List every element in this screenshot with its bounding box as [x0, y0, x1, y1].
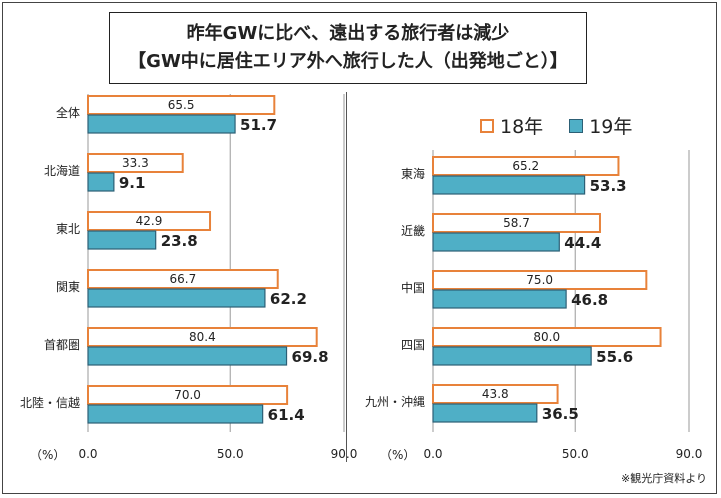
source-note: ※観光庁資料より — [621, 472, 707, 485]
left-bar-19-3 — [87, 288, 266, 308]
left-category-label-0: 全体 — [56, 105, 80, 120]
legend-item-18: 18年 — [480, 112, 543, 139]
legend-swatch-18 — [480, 118, 494, 133]
left-data-label-18-0: 65.5 — [168, 98, 195, 112]
left-x-tick-label-1: 50.0 — [217, 447, 244, 461]
title-box: 昨年GWに比べ、遠出する旅行者は減少 【GW中に居住エリア外へ旅行した人（出発地… — [109, 12, 587, 84]
right-x-tick-label-1: 50.0 — [562, 447, 589, 461]
left-data-label-18-5: 70.0 — [174, 388, 201, 402]
right-bar-18-1 — [432, 213, 601, 233]
right-category-label-4: 九州・沖縄 — [365, 394, 425, 409]
right-category-label-0: 東海 — [401, 166, 425, 181]
right-bar-19-4 — [432, 403, 538, 423]
legend-label-19: 19年 — [589, 116, 633, 138]
right-x-tick-label-0: 0.0 — [423, 447, 442, 461]
left-bar-18-3 — [87, 269, 279, 289]
unit-label-right: （%） — [380, 448, 416, 462]
right-bar-19-3 — [432, 346, 592, 366]
left-x-tick-label-0: 0.0 — [78, 447, 97, 461]
legend-label-18: 18年 — [500, 116, 544, 138]
unit-label-left: （%） — [30, 448, 66, 462]
left-category-label-4: 首都圏 — [44, 338, 80, 352]
legend-swatch-19 — [569, 118, 584, 133]
left-data-label-19-2: 23.8 — [161, 232, 198, 250]
left-data-label-18-4: 80.4 — [189, 330, 216, 344]
left-bar-19-1 — [87, 172, 115, 192]
left-x-tick-label-2: 90.0 — [331, 447, 358, 461]
right-bar-19-1 — [432, 232, 560, 252]
right-data-label-18-4: 43.8 — [482, 387, 509, 401]
left-bar-19-0 — [87, 114, 236, 134]
left-bar-19-4 — [87, 346, 288, 366]
left-data-label-19-3: 62.2 — [270, 290, 307, 308]
left-data-label-18-3: 66.7 — [170, 272, 197, 286]
right-data-label-19-2: 46.8 — [571, 291, 608, 309]
right-bar-19-0 — [432, 175, 586, 195]
left-data-label-19-5: 61.4 — [268, 406, 305, 424]
left-bar-18-2 — [87, 211, 212, 231]
right-data-label-18-0: 65.2 — [512, 159, 539, 173]
left-data-label-19-0: 51.7 — [240, 116, 277, 134]
right-data-label-19-4: 36.5 — [542, 405, 579, 423]
right-bar-19-2 — [432, 289, 567, 309]
panel-divider — [346, 92, 347, 462]
left-data-label-18-2: 42.9 — [136, 214, 163, 228]
right-data-label-19-0: 53.3 — [590, 177, 627, 195]
left-bar-18-1 — [87, 153, 184, 173]
left-category-label-3: 関東 — [56, 280, 80, 294]
left-bar-19-5 — [87, 404, 264, 424]
right-bar-18-4 — [432, 384, 559, 404]
legend: 18年 19年 — [480, 112, 632, 139]
left-bar-19-2 — [87, 230, 157, 250]
legend-item-19: 19年 — [569, 112, 632, 139]
right-data-label-18-3: 80.0 — [533, 330, 560, 344]
right-bar-18-3 — [432, 327, 662, 347]
left-data-label-19-4: 69.8 — [292, 348, 329, 366]
left-data-label-18-1: 33.3 — [122, 156, 149, 170]
left-category-label-1: 北海道 — [44, 163, 80, 178]
right-data-label-18-1: 58.7 — [503, 216, 530, 230]
left-data-label-19-1: 9.1 — [119, 174, 146, 192]
right-data-label-19-3: 55.6 — [596, 348, 633, 366]
left-bar-18-0 — [87, 95, 276, 115]
right-bar-18-0 — [432, 156, 620, 176]
right-data-label-18-2: 75.0 — [526, 273, 553, 287]
left-category-label-2: 東北 — [56, 222, 80, 236]
right-data-label-19-1: 44.4 — [564, 234, 601, 252]
right-category-label-1: 近畿 — [401, 224, 425, 238]
right-category-label-3: 四国 — [401, 338, 425, 352]
right-category-label-2: 中国 — [401, 280, 425, 295]
left-bar-18-5 — [87, 385, 289, 405]
chart-title: 昨年GWに比べ、遠出する旅行者は減少 — [186, 23, 510, 44]
left-bar-18-4 — [87, 327, 318, 347]
left-category-label-5: 北陸・信越 — [20, 396, 80, 410]
right-x-tick-label-2: 90.0 — [676, 447, 703, 461]
chart-frame — [2, 2, 717, 494]
chart-subtitle: 【GW中に居住エリア外へ旅行した人（出発地ごと）】 — [128, 51, 568, 72]
right-bar-18-2 — [432, 270, 648, 290]
